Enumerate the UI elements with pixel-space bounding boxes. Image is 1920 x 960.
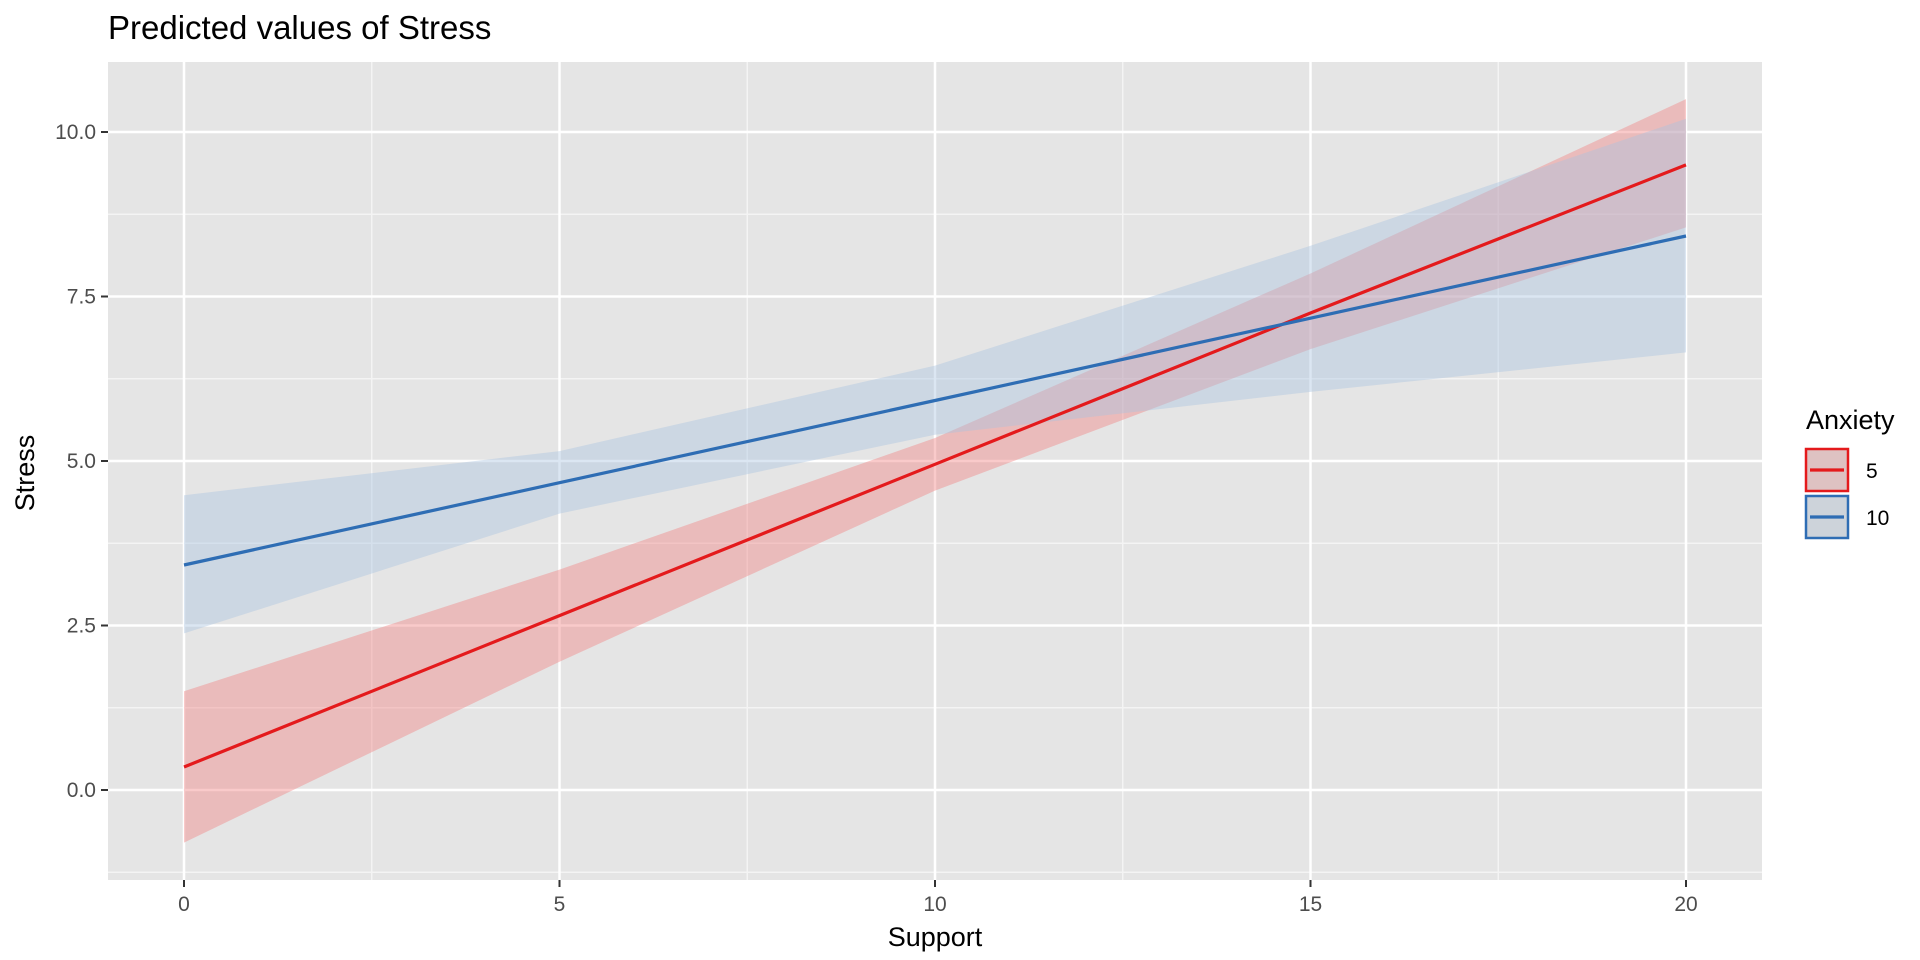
legend-label-10: 10	[1866, 507, 1889, 530]
series-line-10	[183, 234, 1687, 567]
y-tick-label: 0.0	[67, 779, 96, 802]
legend: Anxiety 5 10	[1804, 405, 1895, 540]
x-tick-label: 20	[1674, 893, 1697, 916]
series-lines	[183, 163, 1687, 769]
legend-key-5	[1804, 447, 1850, 493]
x-tick-label: 5	[554, 893, 566, 916]
x-axis-title: Support	[888, 922, 983, 952]
y-tick-label: 10.0	[55, 121, 96, 144]
legend-title: Anxiety	[1806, 405, 1895, 435]
grid-major	[108, 62, 1762, 880]
x-tick-label: 15	[1299, 893, 1322, 916]
y-axis: 0.0 2.5 5.0 7.5 10.0	[55, 121, 108, 802]
confidence-band-10	[184, 118, 1686, 634]
series-line-5	[183, 163, 1687, 769]
y-tick-label: 5.0	[67, 450, 96, 473]
confidence-bands	[184, 99, 1686, 843]
y-axis-title: Stress	[10, 435, 40, 512]
y-tick-label: 7.5	[67, 286, 96, 309]
y-tick-label: 2.5	[67, 615, 96, 638]
legend-label-5: 5	[1866, 460, 1878, 483]
confidence-band-5	[184, 99, 1686, 843]
legend-key-10	[1804, 494, 1850, 540]
chart-title: Predicted values of Stress	[108, 9, 491, 46]
x-tick-label: 0	[178, 893, 190, 916]
x-tick-label: 10	[923, 893, 946, 916]
x-axis: 0 5 10 15 20	[178, 880, 1698, 916]
